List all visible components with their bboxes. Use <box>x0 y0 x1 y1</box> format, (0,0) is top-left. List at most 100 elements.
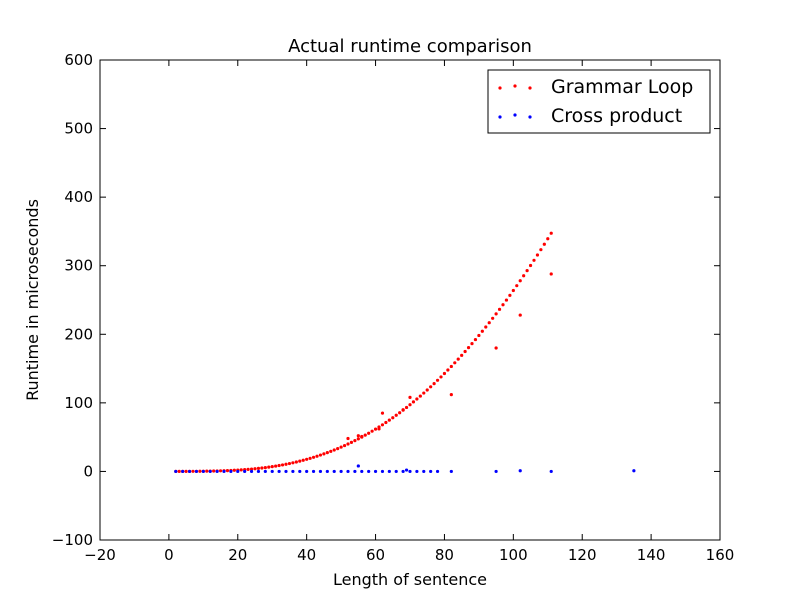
data-point <box>181 469 185 474</box>
x-tick-label: 0 <box>164 546 174 564</box>
data-point <box>325 469 329 474</box>
legend-marker <box>498 86 502 90</box>
data-point <box>177 469 181 473</box>
legend-marker <box>513 84 517 88</box>
data-point <box>411 400 416 404</box>
data-point <box>243 469 247 474</box>
data-point <box>425 388 429 392</box>
data-point <box>415 469 419 474</box>
data-point <box>549 272 553 276</box>
data-point <box>267 465 271 469</box>
data-point <box>408 395 412 399</box>
chart-title: Actual runtime comparison <box>288 36 532 57</box>
data-point <box>422 469 426 474</box>
legend-box <box>487 69 711 134</box>
data-point <box>466 345 471 350</box>
data-point <box>632 469 636 473</box>
data-point <box>346 469 350 474</box>
data-point <box>301 458 305 462</box>
data-point <box>356 464 360 468</box>
data-point <box>387 418 391 422</box>
data-point <box>342 443 347 448</box>
data-point <box>511 288 515 293</box>
data-point <box>277 469 281 474</box>
legend-label: Cross product <box>551 105 682 127</box>
data-point <box>356 437 360 441</box>
data-point <box>528 263 533 268</box>
data-point <box>332 448 336 452</box>
data-point <box>494 312 498 316</box>
x-tick-label: 100 <box>499 546 528 564</box>
data-point <box>398 411 402 415</box>
data-point <box>497 307 502 311</box>
data-point <box>525 269 529 273</box>
data-point <box>201 469 205 474</box>
data-point <box>291 461 295 465</box>
data-point <box>208 469 212 474</box>
data-point <box>274 464 278 468</box>
y-tick-label: 600 <box>64 51 93 69</box>
data-point <box>477 333 481 338</box>
data-point <box>449 364 453 369</box>
y-tick-label: 0 <box>83 462 93 480</box>
data-point <box>446 368 450 372</box>
x-tick-label: 60 <box>366 546 385 564</box>
data-point <box>260 466 264 470</box>
data-point <box>470 342 474 346</box>
data-point <box>401 408 405 412</box>
data-point <box>439 375 443 379</box>
axis-ticks: −20 0 20 40 60 80 100 120 140 160 −100 0 100 200 300 40… <box>52 51 735 564</box>
x-tick-label: −20 <box>84 546 116 564</box>
x-tick-label: 40 <box>297 546 316 564</box>
data-point <box>236 469 240 474</box>
data-point <box>294 460 298 464</box>
data-point <box>391 416 395 420</box>
data-point <box>336 446 340 451</box>
data-point <box>311 469 316 474</box>
data-point <box>435 469 440 474</box>
data-point <box>377 427 381 431</box>
data-point <box>349 440 354 444</box>
data-point <box>429 385 433 389</box>
data-point <box>429 469 433 474</box>
data-point <box>387 469 391 474</box>
data-point <box>353 469 357 474</box>
data-point <box>367 431 371 435</box>
data-point <box>373 469 378 474</box>
data-point <box>308 456 312 460</box>
data-point <box>229 469 233 474</box>
data-point <box>263 469 267 474</box>
y-tick-label: −100 <box>52 531 93 549</box>
data-point <box>380 423 385 427</box>
x-tick-label: 80 <box>435 546 454 564</box>
series-1 <box>174 464 636 474</box>
legend-marker <box>528 115 532 119</box>
data-point <box>298 469 302 474</box>
data-point <box>191 469 195 473</box>
data-point <box>356 434 360 438</box>
data-point <box>453 361 457 365</box>
data-point <box>305 457 309 461</box>
data-point <box>194 469 199 474</box>
data-point <box>518 279 522 283</box>
data-point <box>225 469 230 473</box>
data-point <box>456 357 460 361</box>
data-point <box>256 469 261 474</box>
data-point <box>277 463 281 468</box>
x-tick-label: 160 <box>706 546 735 564</box>
series-0 <box>174 231 553 473</box>
data-point <box>256 466 261 471</box>
data-point <box>232 468 236 472</box>
data-point <box>239 468 243 472</box>
data-point <box>380 411 385 415</box>
data-point <box>332 469 336 474</box>
data-point <box>339 445 343 449</box>
legend-marker <box>513 113 517 117</box>
data-point <box>253 467 257 471</box>
plot-area <box>174 231 636 474</box>
x-axis-label: Length of sentence <box>333 570 487 589</box>
data-point <box>249 469 254 474</box>
data-point <box>394 469 398 474</box>
data-point <box>418 394 422 398</box>
legend: Grammar Loop Cross product <box>487 69 711 134</box>
